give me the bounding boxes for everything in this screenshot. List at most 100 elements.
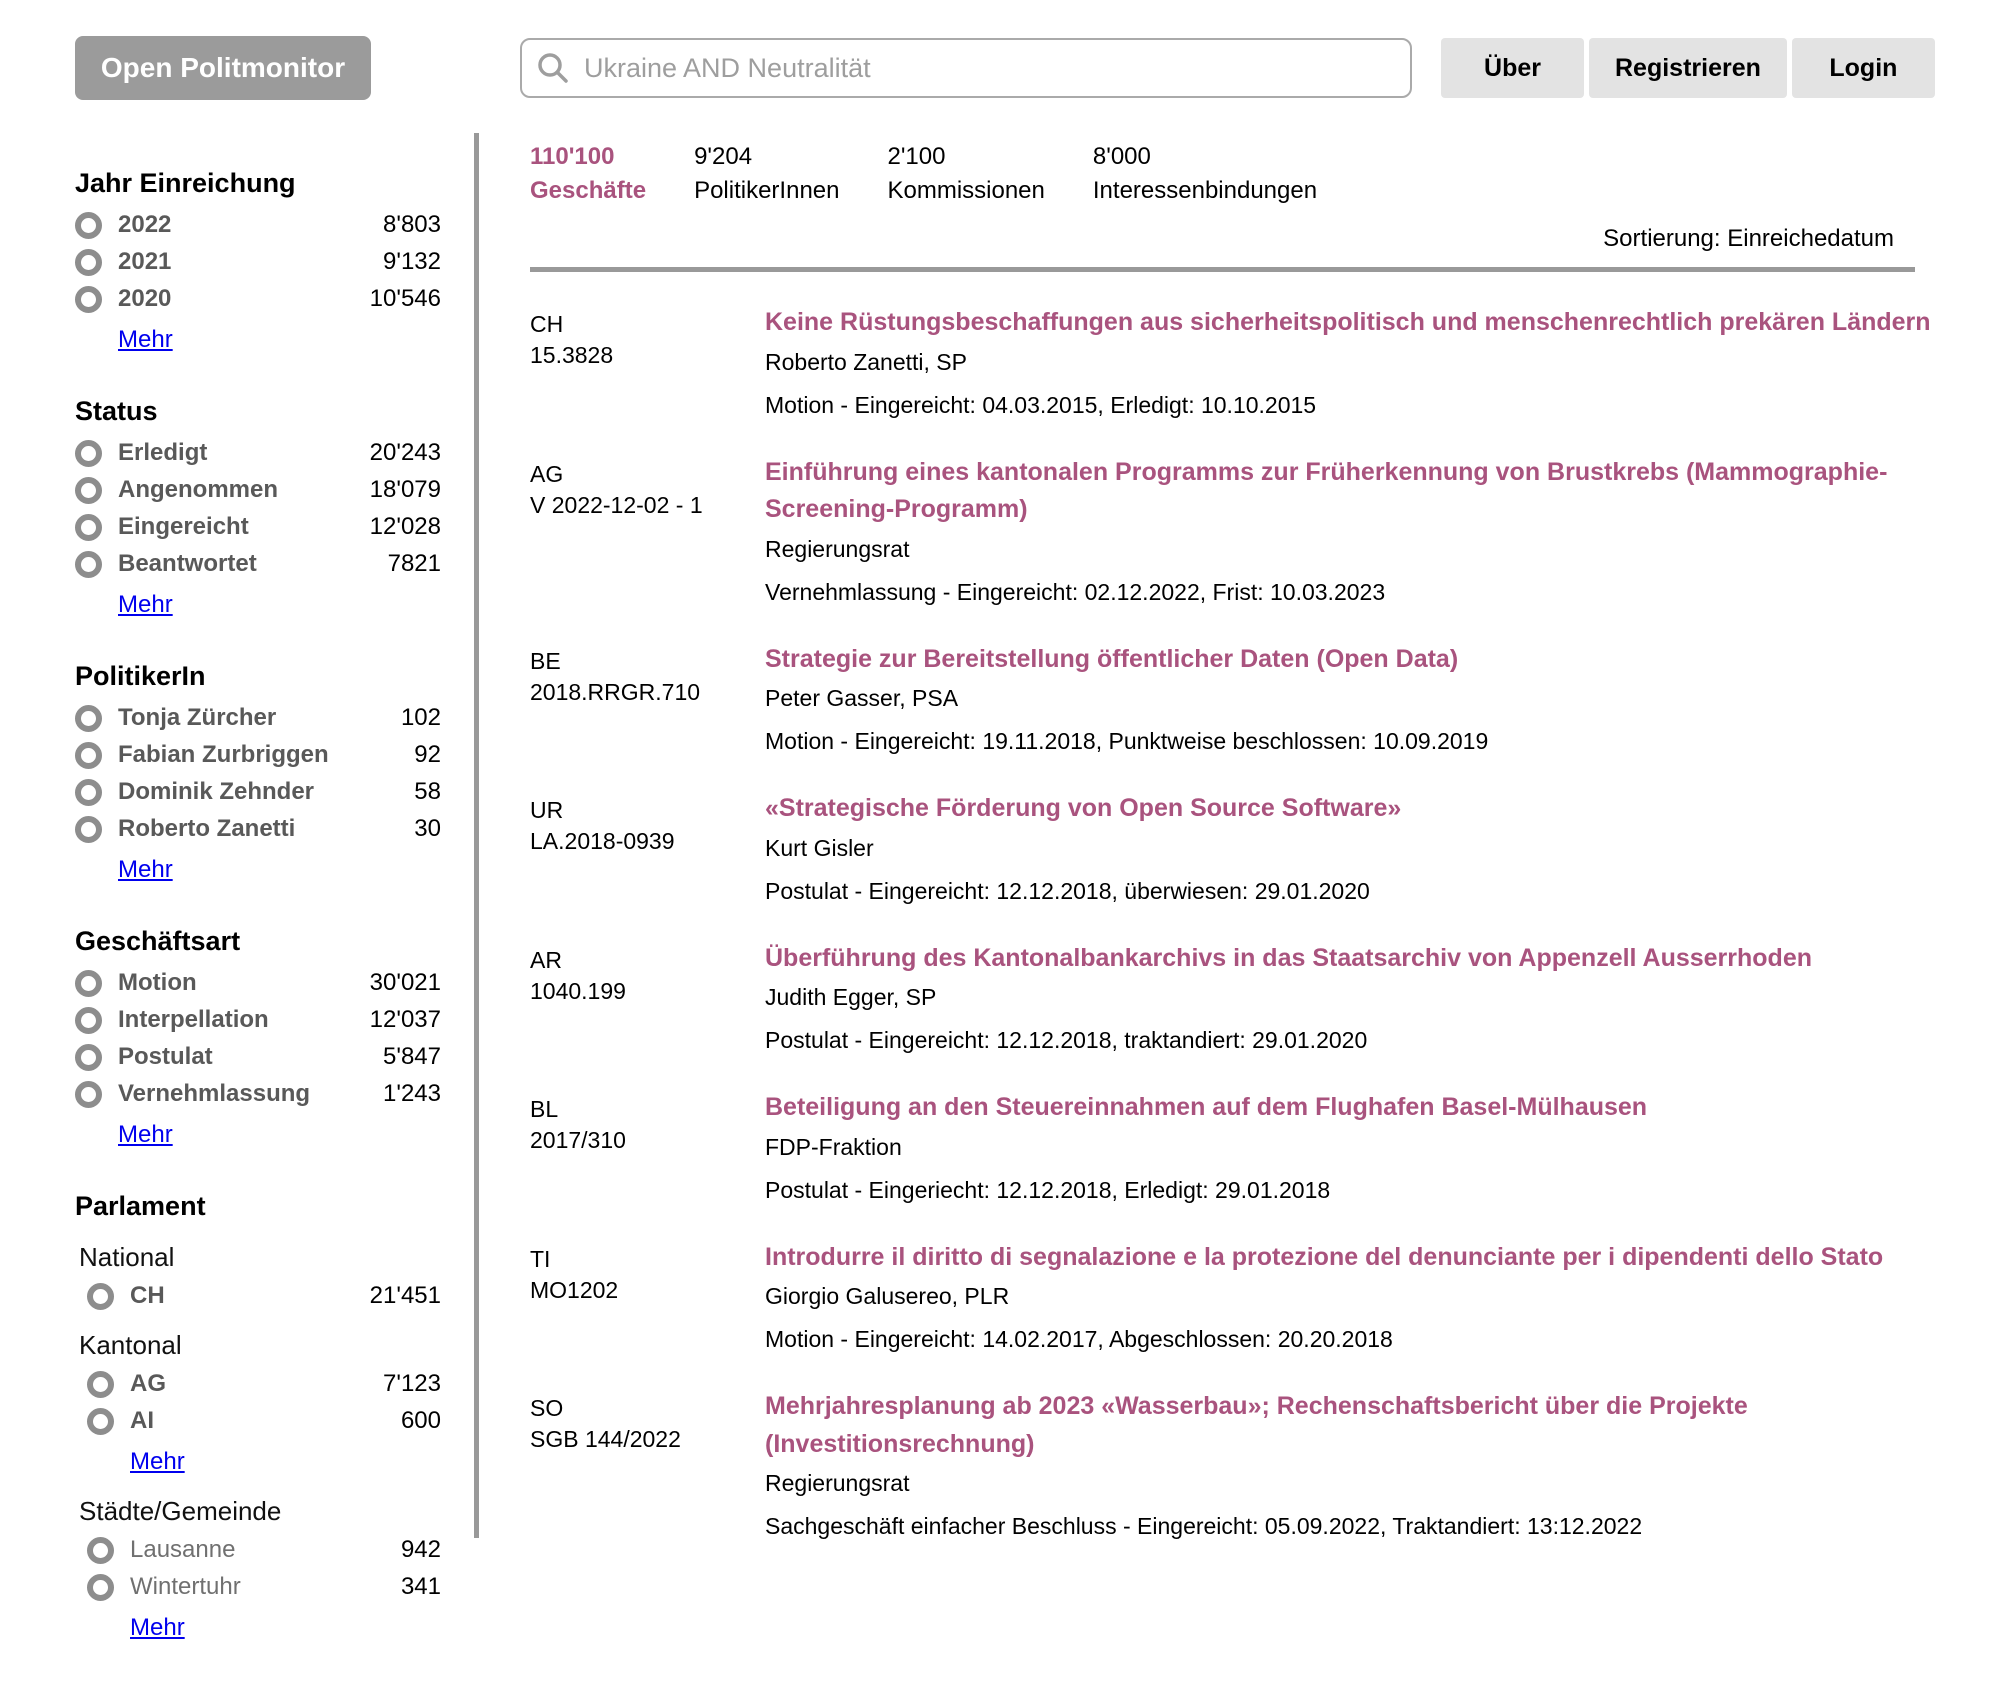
- radio-button[interactable]: [75, 514, 102, 541]
- filter-option-label: 2022: [118, 211, 383, 239]
- radio-button[interactable]: [75, 212, 102, 239]
- vertical-divider: [474, 133, 479, 1538]
- result-ref-number: 1040.199: [530, 976, 765, 1007]
- more-link[interactable]: Mehr: [118, 856, 173, 884]
- result-title-link[interactable]: Strategie zur Bereitstellung öffentliche…: [765, 645, 1458, 673]
- result-author: FDP-Fraktion: [765, 1134, 1942, 1161]
- filter-option-label: Lausanne: [130, 1536, 401, 1564]
- entity-tab-count: 2'100: [887, 140, 1044, 174]
- result-details: «Strategische Förderung von Open Source …: [765, 790, 1942, 905]
- filter-option-count: 5'847: [383, 1043, 441, 1071]
- result-title-link[interactable]: Introdurre il diritto di segnalazione e …: [765, 1243, 1883, 1271]
- more-link[interactable]: Mehr: [118, 326, 173, 354]
- more-link[interactable]: Mehr: [118, 1121, 173, 1149]
- filter-option-count: 9'132: [383, 248, 441, 276]
- results-list: CH15.3828Keine Rüstungsbeschaffungen aus…: [530, 304, 1942, 1540]
- radio-button[interactable]: [75, 742, 102, 769]
- entity-tab-geschäfte[interactable]: 110'100Geschäfte: [530, 140, 646, 207]
- result-item: AR1040.199Überführung des Kantonalbankar…: [530, 940, 1942, 1055]
- result-title-link[interactable]: Keine Rüstungsbeschaffungen aus sicherhe…: [765, 308, 1931, 336]
- result-title-wrap: Einführung eines kantonalen Programms zu…: [765, 454, 1942, 529]
- result-author: Regierungsrat: [765, 1470, 1942, 1497]
- more-link[interactable]: Mehr: [118, 591, 173, 619]
- filter-option-count: 600: [401, 1407, 441, 1435]
- login-button[interactable]: Login: [1792, 38, 1935, 98]
- radio-button[interactable]: [75, 286, 102, 313]
- entity-tab-interessenbindungen[interactable]: 8'000 Interessenbindungen: [1093, 140, 1317, 207]
- result-details: Strategie zur Bereitstellung öffentliche…: [765, 641, 1942, 756]
- filter-option-label: Motion: [118, 969, 370, 997]
- entity-tab-label: Interessenbindungen: [1093, 177, 1317, 204]
- filter-option-row: Angenommen18'079: [75, 476, 441, 504]
- entity-tab-label: Kommissionen: [887, 177, 1044, 204]
- result-ref-number: SGB 144/2022: [530, 1424, 765, 1455]
- result-item: BE2018.RRGR.710Strategie zur Bereitstell…: [530, 641, 1942, 756]
- result-details: Einführung eines kantonalen Programms zu…: [765, 454, 1942, 606]
- radio-button[interactable]: [75, 1081, 102, 1108]
- result-title-link[interactable]: Einführung eines kantonalen Programms zu…: [765, 458, 1887, 524]
- filter-sidebar: Jahr Einreichung20228'80320219'132202010…: [75, 168, 441, 1684]
- register-button[interactable]: Registrieren: [1589, 38, 1787, 98]
- radio-button[interactable]: [75, 705, 102, 732]
- filter-section-title: Geschäftsart: [75, 926, 441, 957]
- filter-option-count: 102: [401, 704, 441, 732]
- result-title-link[interactable]: Mehrjahresplanung ab 2023 «Wasserbau»; R…: [765, 1392, 1748, 1458]
- radio-button[interactable]: [87, 1537, 114, 1564]
- result-title-link[interactable]: Überführung des Kantonalbankarchivs in d…: [765, 944, 1812, 972]
- filter-option-row: 20228'803: [75, 211, 441, 239]
- result-author: Giorgio Galusereo, PLR: [765, 1283, 1942, 1310]
- sort-control[interactable]: Sortierung: Einreichedatum: [530, 225, 1894, 253]
- radio-button[interactable]: [75, 249, 102, 276]
- result-title-wrap: «Strategische Förderung von Open Source …: [765, 790, 1942, 828]
- result-item: SOSGB 144/2022Mehrjahresplanung ab 2023 …: [530, 1388, 1942, 1540]
- filter-section: Jahr Einreichung20228'80320219'132202010…: [75, 168, 441, 354]
- entity-tab-count: 8'000: [1093, 140, 1317, 174]
- filter-section: ParlamentNationalCH21'451KantonalAG7'123…: [75, 1191, 441, 1642]
- result-item: CH15.3828Keine Rüstungsbeschaffungen aus…: [530, 304, 1942, 419]
- entity-tab-label: Geschäfte: [530, 177, 646, 204]
- radio-button[interactable]: [75, 970, 102, 997]
- filter-option-count: 30'021: [370, 969, 441, 997]
- filter-section: PolitikerInTonja Zürcher102Fabian Zurbri…: [75, 661, 441, 884]
- main-content: 110'100Geschäfte 9'204PolitikerInnen 2'100…: [530, 140, 1942, 1575]
- filter-option-label: Postulat: [118, 1043, 383, 1071]
- result-title-wrap: Beteiligung an den Steuereinnahmen auf d…: [765, 1089, 1942, 1127]
- radio-button[interactable]: [75, 1007, 102, 1034]
- filter-option-row: Eingereicht12'028: [75, 513, 441, 541]
- radio-button[interactable]: [75, 551, 102, 578]
- result-title-link[interactable]: «Strategische Förderung von Open Source …: [765, 794, 1401, 822]
- radio-button[interactable]: [75, 1044, 102, 1071]
- radio-button[interactable]: [87, 1283, 114, 1310]
- app-logo-button[interactable]: Open Politmonitor: [75, 36, 371, 100]
- result-details: Überführung des Kantonalbankarchivs in d…: [765, 940, 1942, 1055]
- radio-button[interactable]: [87, 1371, 114, 1398]
- radio-button[interactable]: [75, 477, 102, 504]
- result-canton: SO: [530, 1393, 765, 1424]
- result-item: URLA.2018-0939«Strategische Förderung vo…: [530, 790, 1942, 905]
- more-link[interactable]: Mehr: [130, 1614, 185, 1642]
- about-button[interactable]: Über: [1441, 38, 1584, 98]
- result-ref-number: MO1202: [530, 1275, 765, 1306]
- filter-option-label: Vernehmlassung: [118, 1080, 383, 1108]
- result-title-wrap: Keine Rüstungsbeschaffungen aus sicherhe…: [765, 304, 1942, 342]
- result-details: Beteiligung an den Steuereinnahmen auf d…: [765, 1089, 1942, 1204]
- result-meta: Postulat - Eingereicht: 12.12.2018, trak…: [765, 1027, 1942, 1054]
- entity-tab-kommissionen[interactable]: 2'100 Kommissionen: [887, 140, 1044, 207]
- filter-option-label: Roberto Zanetti: [118, 815, 414, 843]
- filter-group: CH21'451: [87, 1282, 441, 1310]
- filter-option-row: Lausanne942: [87, 1536, 441, 1564]
- search-icon: [536, 51, 570, 85]
- radio-button[interactable]: [75, 816, 102, 843]
- radio-button[interactable]: [75, 779, 102, 806]
- radio-button[interactable]: [87, 1408, 114, 1435]
- radio-button[interactable]: [75, 440, 102, 467]
- radio-button[interactable]: [87, 1574, 114, 1601]
- filter-option-count: 92: [414, 741, 441, 769]
- more-link[interactable]: Mehr: [130, 1448, 185, 1476]
- filter-option-row: 202010'546: [75, 285, 441, 313]
- result-title-link[interactable]: Beteiligung an den Steuereinnahmen auf d…: [765, 1093, 1647, 1121]
- filter-option-row: Motion30'021: [75, 969, 441, 997]
- entity-tab-politikerinnen[interactable]: 9'204PolitikerInnen: [694, 140, 839, 207]
- search-box: [520, 38, 1412, 98]
- search-input[interactable]: [584, 40, 1396, 96]
